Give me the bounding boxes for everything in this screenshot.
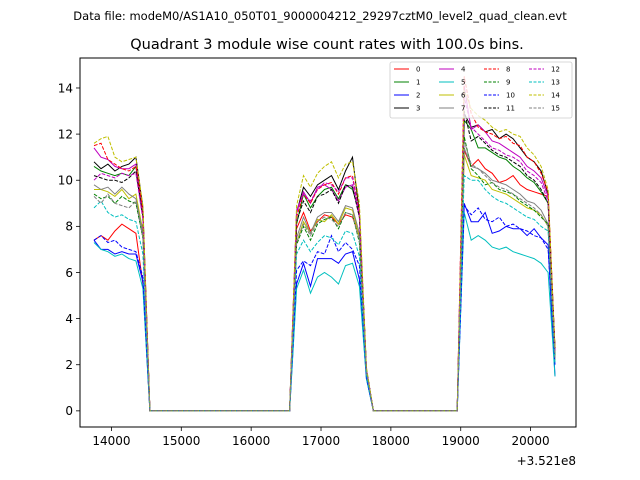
x-tick-label: 18000 [372, 434, 410, 448]
legend-label-4: 4 [461, 66, 466, 74]
y-axis: 0 2 4 6 8 10 12 14 [58, 81, 80, 418]
chart-suptitle: Data file: modeM0/AS1A10_050T01_90000042… [73, 9, 567, 23]
x-axis: 14000 15000 16000 17000 18000 19000 20000 [92, 427, 550, 448]
plot-area: 14000 15000 16000 17000 18000 19000 20000 0 2 4 6… [58, 57, 577, 468]
x-tick-label: 15000 [162, 434, 200, 448]
y-tick-label: 6 [65, 266, 73, 280]
x-tick-label: 16000 [232, 434, 270, 448]
y-tick-label: 0 [65, 404, 73, 418]
legend-label-8: 8 [506, 66, 510, 74]
y-tick-label: 2 [65, 358, 73, 372]
legend-label-0: 0 [416, 66, 420, 74]
y-tick-label: 12 [58, 127, 73, 141]
legend-label-3: 3 [416, 105, 420, 113]
legend-box [389, 61, 573, 119]
series-line-12 [93, 97, 556, 412]
legend-label-12: 12 [551, 66, 560, 74]
x-tick-label: 14000 [92, 434, 130, 448]
series-line-9 [93, 136, 556, 412]
legend-label-6: 6 [461, 92, 466, 100]
series-line-15 [93, 140, 556, 412]
legend-label-13: 13 [551, 79, 560, 87]
series-layer [93, 76, 556, 412]
legend-label-2: 2 [416, 92, 420, 100]
axes-frame [79, 57, 577, 428]
legend-label-9: 9 [506, 79, 510, 87]
y-tick-label: 14 [58, 81, 73, 95]
x-offset-label: +3.521e8 [517, 454, 576, 468]
x-tick-label: 20000 [511, 434, 549, 448]
legend-label-1: 1 [416, 79, 420, 87]
legend-label-14: 14 [551, 92, 560, 100]
legend-label-10: 10 [506, 92, 515, 100]
legend-label-11: 11 [506, 105, 515, 113]
y-tick-label: 4 [65, 312, 73, 326]
legend-label-5: 5 [461, 79, 465, 87]
legend-label-15: 15 [551, 105, 560, 113]
x-tick-label: 19000 [442, 434, 480, 448]
chart-title: Quadrant 3 module wise count rates with … [130, 37, 524, 53]
y-tick-label: 8 [65, 220, 73, 234]
y-tick-label: 10 [58, 174, 73, 188]
x-tick-label: 17000 [302, 434, 340, 448]
legend-label-7: 7 [461, 105, 465, 113]
